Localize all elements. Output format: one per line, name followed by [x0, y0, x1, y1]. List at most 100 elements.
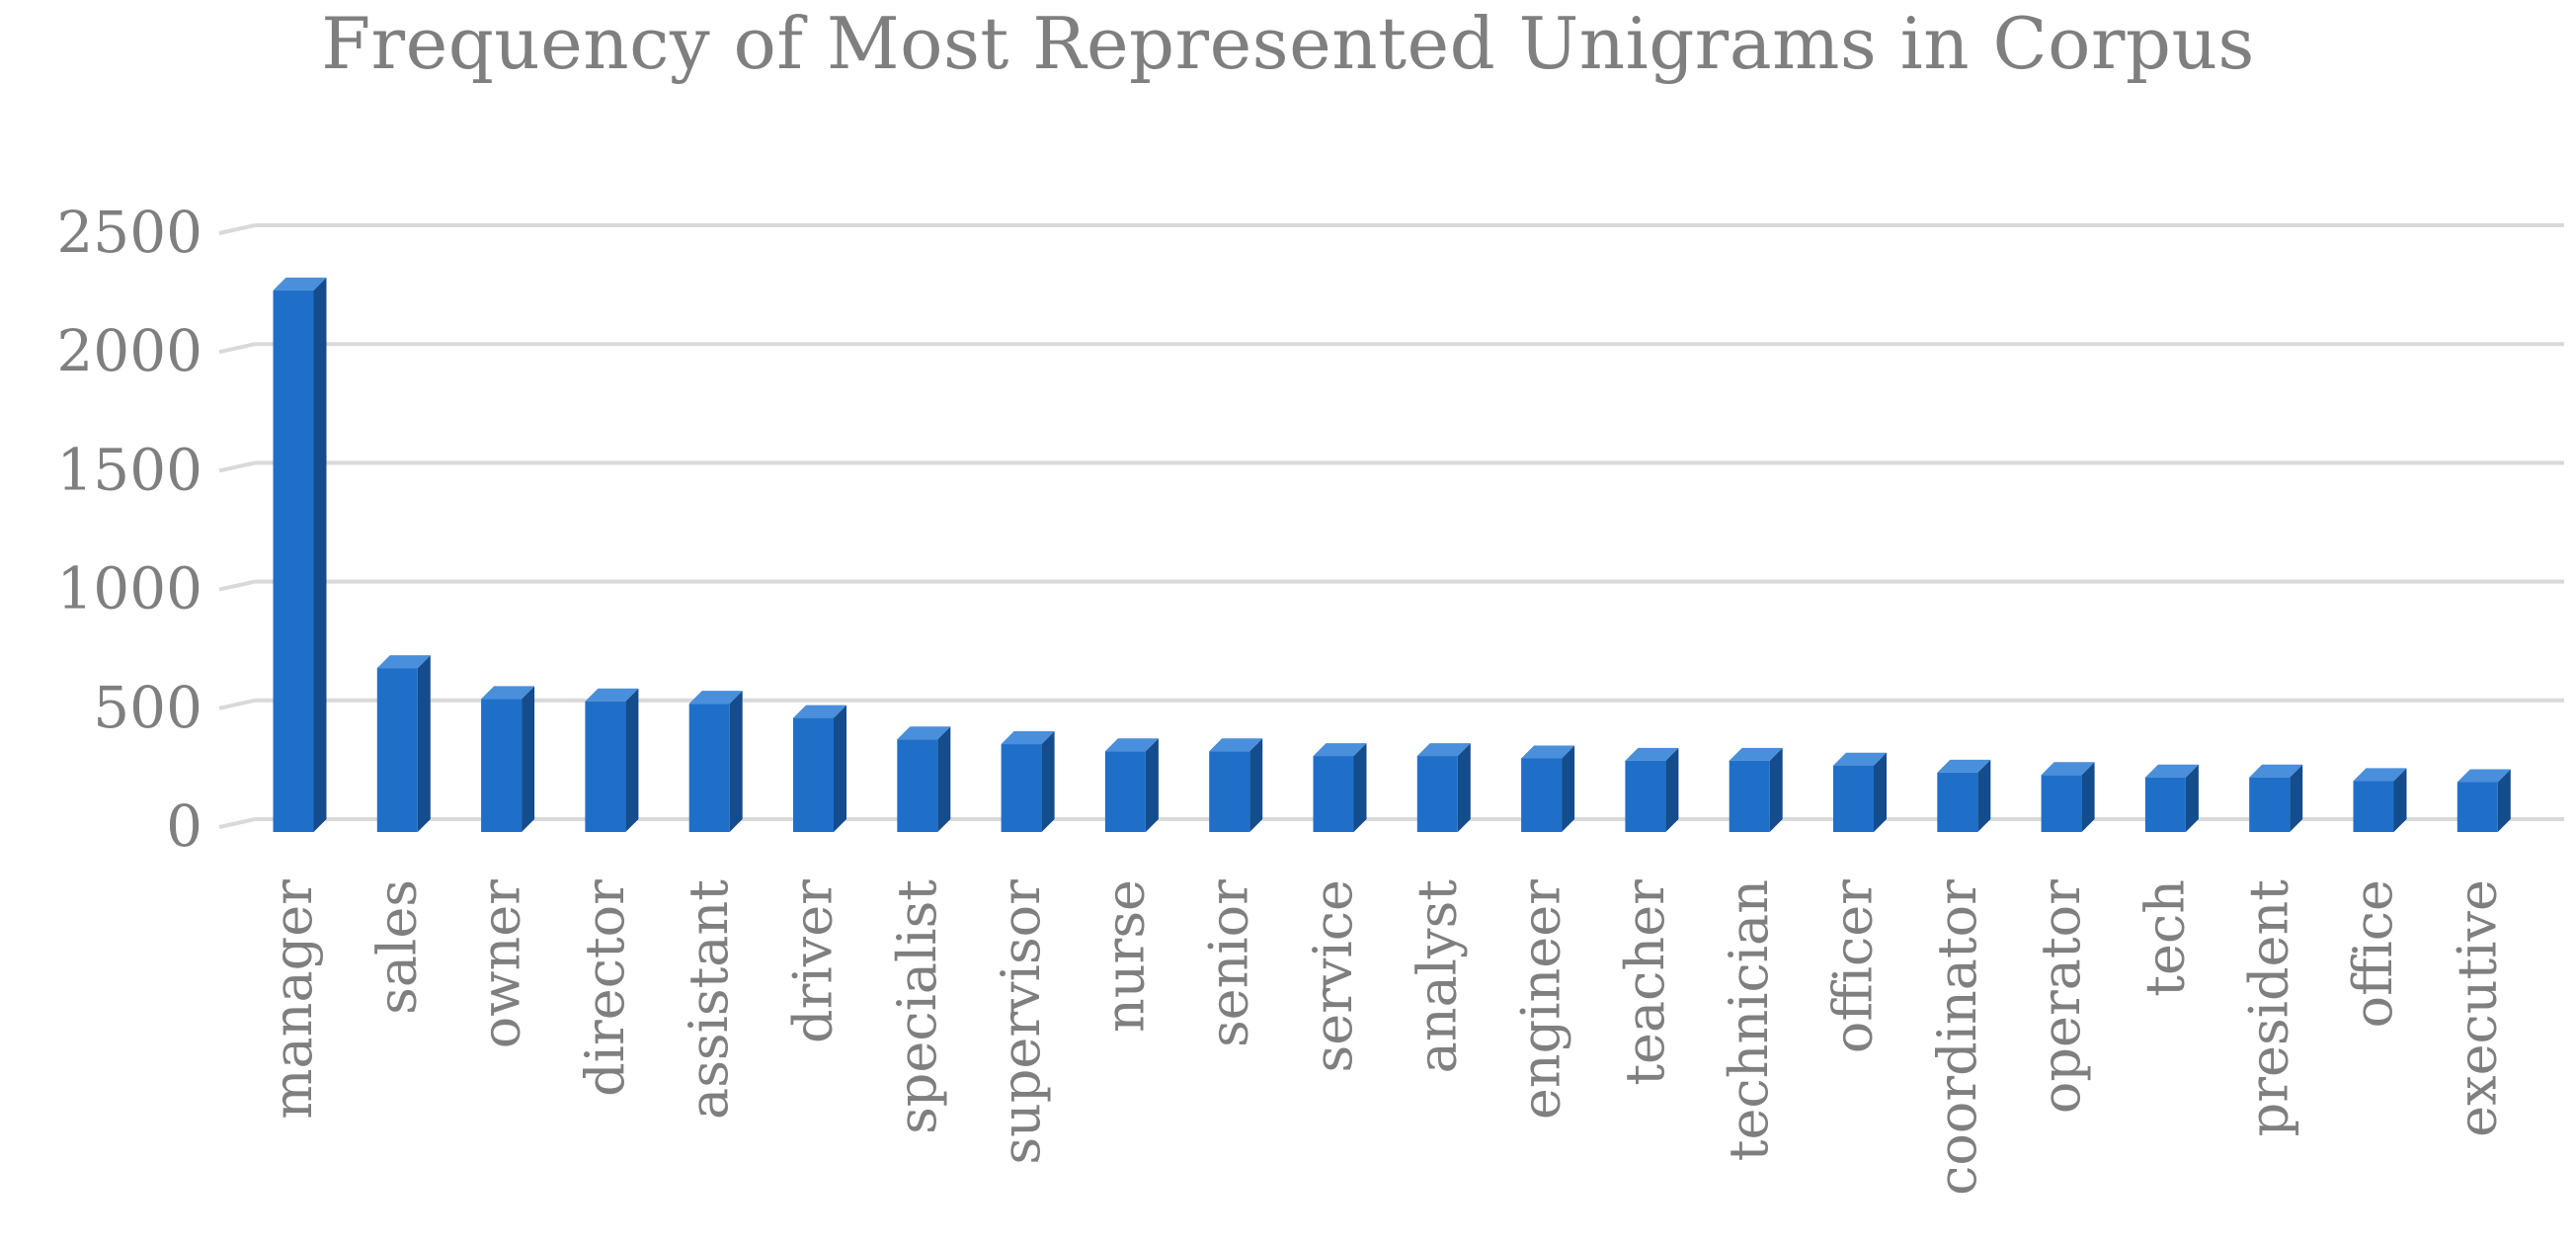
bar-front: [2041, 775, 2082, 832]
bar-top: [2353, 768, 2407, 782]
bar-officer: [1833, 752, 1887, 832]
gridline-diag-5: [218, 223, 256, 235]
bar-driver: [793, 705, 846, 832]
bar-top: [1313, 743, 1367, 757]
bar-side: [313, 277, 327, 832]
bar-top: [688, 691, 743, 705]
bar-front: [1521, 758, 1563, 832]
bar-supervisor: [1001, 731, 1055, 832]
x-tick-label-operator: operator: [2030, 879, 2092, 1114]
x-tick-label-service: service: [1302, 879, 1364, 1072]
bar-front: [1104, 751, 1146, 832]
bar-top: [1625, 747, 1679, 761]
bar-front: [2249, 777, 2291, 832]
gridline-diag-1: [218, 698, 256, 710]
bar-top: [1833, 752, 1887, 766]
bar-technician: [1729, 747, 1783, 832]
bar-president: [2249, 764, 2303, 832]
bar-side: [834, 705, 846, 832]
bar-top: [2249, 764, 2303, 778]
bar-specialist: [897, 726, 951, 832]
bar-top: [2041, 762, 2095, 776]
y-tick-label: 500: [93, 674, 202, 741]
bar-office: [2353, 768, 2407, 832]
bar-side: [417, 655, 431, 832]
bar-senior: [1209, 738, 1263, 832]
bar-top: [897, 726, 951, 740]
bar-top: [793, 705, 846, 718]
bar-side: [1249, 738, 1263, 832]
x-tick-label-executive: executive: [2446, 879, 2508, 1137]
bar-side: [2081, 762, 2095, 832]
bar-front: [1937, 772, 1978, 832]
x-tick-label-manager: manager: [262, 879, 324, 1120]
bar-side: [1145, 738, 1159, 832]
bar-top: [1416, 743, 1471, 757]
bar-front: [481, 699, 523, 832]
bar-side: [1665, 747, 1679, 832]
bar-front: [1833, 765, 1874, 832]
x-tick-label-supervisor: supervisor: [990, 879, 1052, 1165]
bar-front: [897, 739, 938, 832]
bar-side: [1041, 731, 1055, 832]
bar-side: [1977, 759, 1991, 832]
x-tick-label-officer: officer: [1822, 879, 1885, 1053]
bar-front: [1416, 756, 1458, 832]
bar-side: [2290, 764, 2303, 832]
bar-top: [1521, 745, 1575, 759]
gridline-diag-4: [218, 342, 256, 355]
bar-top: [1729, 747, 1783, 761]
bars: [273, 277, 2511, 832]
bar-teacher: [1625, 747, 1679, 832]
bar-side: [1874, 752, 1887, 832]
bar-front: [2144, 777, 2186, 832]
bar-owner: [481, 686, 535, 832]
x-tick-label-technician: technician: [1718, 879, 1780, 1161]
x-tick-label-coordinator: coordinator: [1926, 879, 1988, 1196]
x-tick-label-driver: driver: [782, 879, 845, 1043]
x-tick-label-engineer: engineer: [1510, 879, 1572, 1120]
bar-front: [585, 701, 626, 832]
x-tick-label-owner: owner: [470, 879, 532, 1048]
bar-side: [1457, 743, 1471, 832]
x-tick-label-specialist: specialist: [886, 879, 948, 1134]
y-tick-label: 1500: [56, 436, 202, 503]
y-tick-label: 0: [166, 792, 202, 860]
bar-service: [1313, 743, 1367, 832]
bar-front: [1209, 751, 1250, 832]
gridline-diag-0: [218, 817, 256, 829]
bar-top: [2456, 769, 2511, 783]
gridlines: [218, 223, 2564, 829]
bar-top: [376, 655, 431, 669]
y-tick-label: 2000: [56, 317, 202, 384]
x-tick-label-senior: senior: [1198, 879, 1260, 1047]
bar-front: [1625, 760, 1666, 832]
bar-side: [937, 726, 951, 832]
bar-side: [2185, 764, 2199, 832]
gridline-diag-2: [218, 579, 256, 592]
bar-nurse: [1104, 738, 1159, 832]
bar-coordinator: [1937, 759, 1991, 832]
bar-top: [273, 277, 327, 291]
bar-top: [1209, 738, 1263, 752]
bar-side: [729, 691, 743, 832]
bar-director: [585, 688, 639, 832]
bar-side: [625, 688, 639, 832]
x-tick-label-sales: sales: [365, 879, 428, 1015]
x-tick-label-teacher: teacher: [1614, 879, 1676, 1086]
x-tick-label-analyst: analyst: [1406, 879, 1468, 1074]
x-tick-label-tech: tech: [2133, 879, 2196, 997]
bar-side: [2393, 768, 2407, 832]
x-tick-label-president: president: [2238, 879, 2300, 1137]
bar-top: [585, 688, 639, 702]
x-axis-ticks: manager sales owner director assistant driver…: [262, 879, 2508, 1196]
y-tick-label: 1000: [56, 555, 202, 623]
bar-top: [481, 686, 535, 700]
bar-front: [273, 290, 314, 832]
bar-front: [2353, 781, 2394, 832]
bar-top: [1104, 738, 1159, 752]
y-tick-label: 2500: [56, 199, 202, 266]
bar-front: [376, 668, 418, 832]
